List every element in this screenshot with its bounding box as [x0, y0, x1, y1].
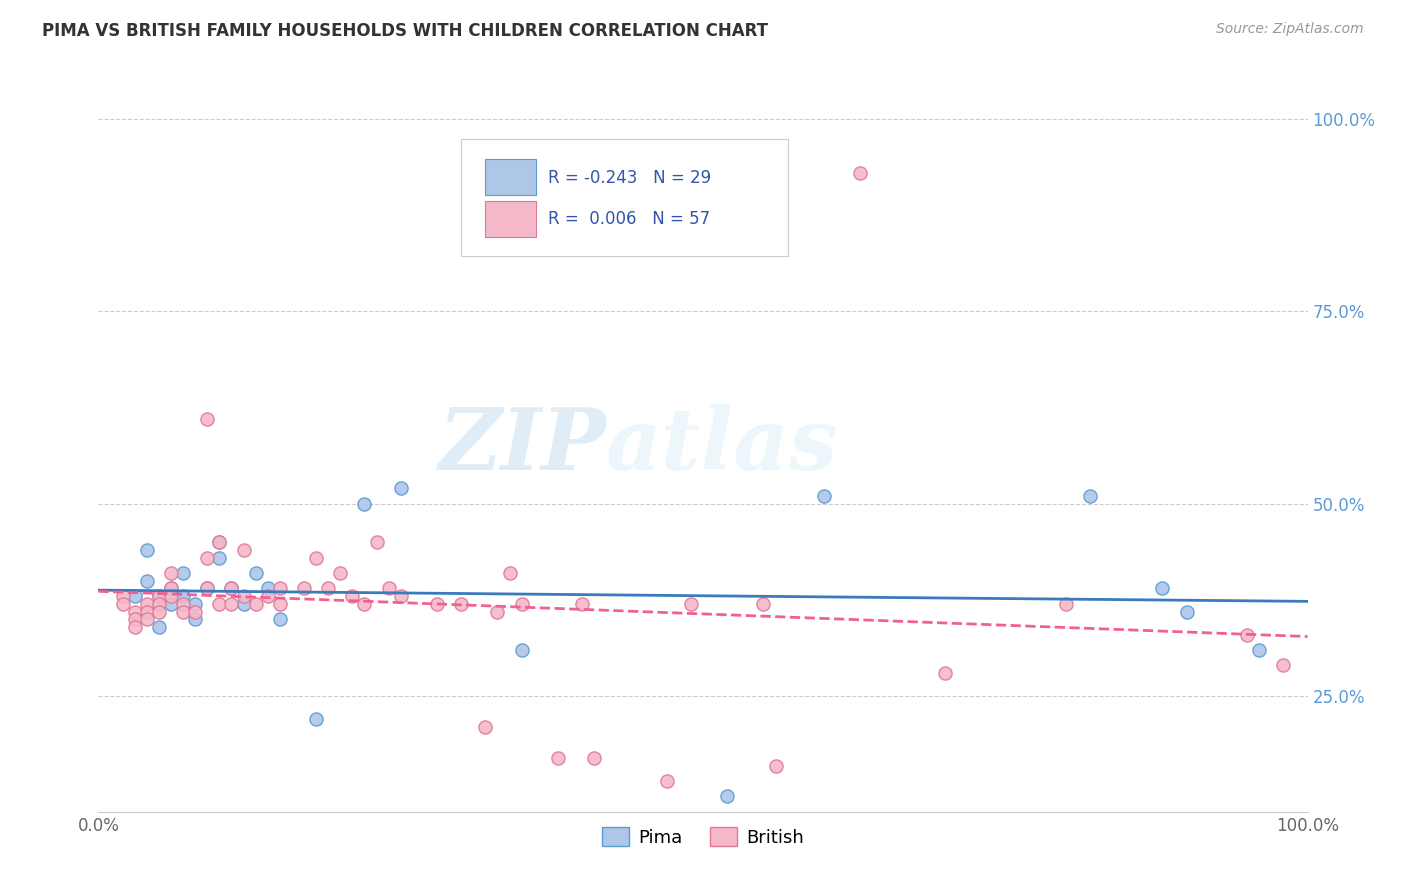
Point: [160, 597, 183, 611]
Point: [474, 720, 496, 734]
Point: [1236, 627, 1258, 641]
Point: [269, 597, 291, 611]
Point: [329, 566, 352, 580]
Point: [148, 620, 170, 634]
Point: [571, 597, 593, 611]
Point: [934, 666, 956, 681]
Point: [1272, 658, 1295, 673]
Point: [172, 589, 194, 603]
Text: PIMA VS BRITISH FAMILY HOUSEHOLDS WITH CHILDREN CORRELATION CHART: PIMA VS BRITISH FAMILY HOUSEHOLDS WITH C…: [42, 22, 768, 40]
Point: [765, 758, 787, 772]
Point: [245, 597, 267, 611]
Point: [232, 597, 254, 611]
Point: [752, 597, 775, 611]
Point: [111, 597, 134, 611]
Point: [208, 535, 231, 549]
Point: [305, 550, 328, 565]
Point: [195, 412, 218, 426]
Point: [208, 550, 231, 565]
Point: [353, 597, 375, 611]
Point: [172, 566, 194, 580]
Point: [148, 605, 170, 619]
FancyBboxPatch shape: [485, 160, 536, 195]
Text: atlas: atlas: [606, 404, 839, 488]
FancyBboxPatch shape: [461, 139, 787, 256]
Text: R = -0.243   N = 29: R = -0.243 N = 29: [548, 169, 711, 186]
Point: [245, 566, 267, 580]
Point: [124, 620, 146, 634]
Point: [148, 597, 170, 611]
Point: [389, 589, 412, 603]
Point: [305, 712, 328, 726]
Point: [450, 597, 472, 611]
Point: [269, 612, 291, 626]
Text: R =  0.006   N = 57: R = 0.006 N = 57: [548, 211, 710, 228]
Point: [232, 589, 254, 603]
Point: [547, 751, 569, 765]
Point: [160, 589, 183, 603]
FancyBboxPatch shape: [485, 201, 536, 236]
Point: [135, 612, 157, 626]
Point: [510, 597, 533, 611]
Point: [135, 574, 157, 588]
Point: [655, 773, 678, 788]
Point: [172, 605, 194, 619]
Point: [124, 589, 146, 603]
Point: [486, 605, 509, 619]
Point: [353, 497, 375, 511]
Text: Source: ZipAtlas.com: Source: ZipAtlas.com: [1216, 22, 1364, 37]
Point: [377, 582, 399, 596]
Point: [256, 582, 278, 596]
Point: [232, 543, 254, 558]
Legend: Pima, British: Pima, British: [595, 820, 811, 854]
Point: [269, 582, 291, 596]
Point: [160, 566, 183, 580]
Point: [184, 597, 207, 611]
Point: [124, 612, 146, 626]
Point: [195, 582, 218, 596]
Point: [111, 589, 134, 603]
Point: [1054, 597, 1077, 611]
Point: [510, 643, 533, 657]
Point: [160, 582, 183, 596]
Point: [124, 605, 146, 619]
Point: [426, 597, 449, 611]
Point: [148, 589, 170, 603]
Point: [583, 751, 606, 765]
Point: [208, 597, 231, 611]
Point: [389, 481, 412, 495]
Point: [172, 597, 194, 611]
Point: [1175, 605, 1198, 619]
Point: [135, 597, 157, 611]
Point: [221, 597, 243, 611]
Point: [849, 166, 872, 180]
Point: [184, 612, 207, 626]
Point: [135, 605, 157, 619]
Point: [135, 543, 157, 558]
Point: [184, 605, 207, 619]
Point: [195, 582, 218, 596]
Point: [160, 582, 183, 596]
Point: [221, 582, 243, 596]
Point: [1152, 582, 1174, 596]
Point: [221, 582, 243, 596]
Point: [679, 597, 702, 611]
Point: [1249, 643, 1271, 657]
Point: [716, 789, 738, 804]
Point: [208, 535, 231, 549]
Point: [256, 589, 278, 603]
Point: [316, 582, 339, 596]
Point: [1078, 489, 1101, 503]
Text: ZIP: ZIP: [439, 404, 606, 488]
Point: [498, 566, 520, 580]
Point: [342, 589, 364, 603]
Point: [148, 589, 170, 603]
Point: [366, 535, 388, 549]
Point: [813, 489, 835, 503]
Point: [195, 550, 218, 565]
Point: [292, 582, 315, 596]
